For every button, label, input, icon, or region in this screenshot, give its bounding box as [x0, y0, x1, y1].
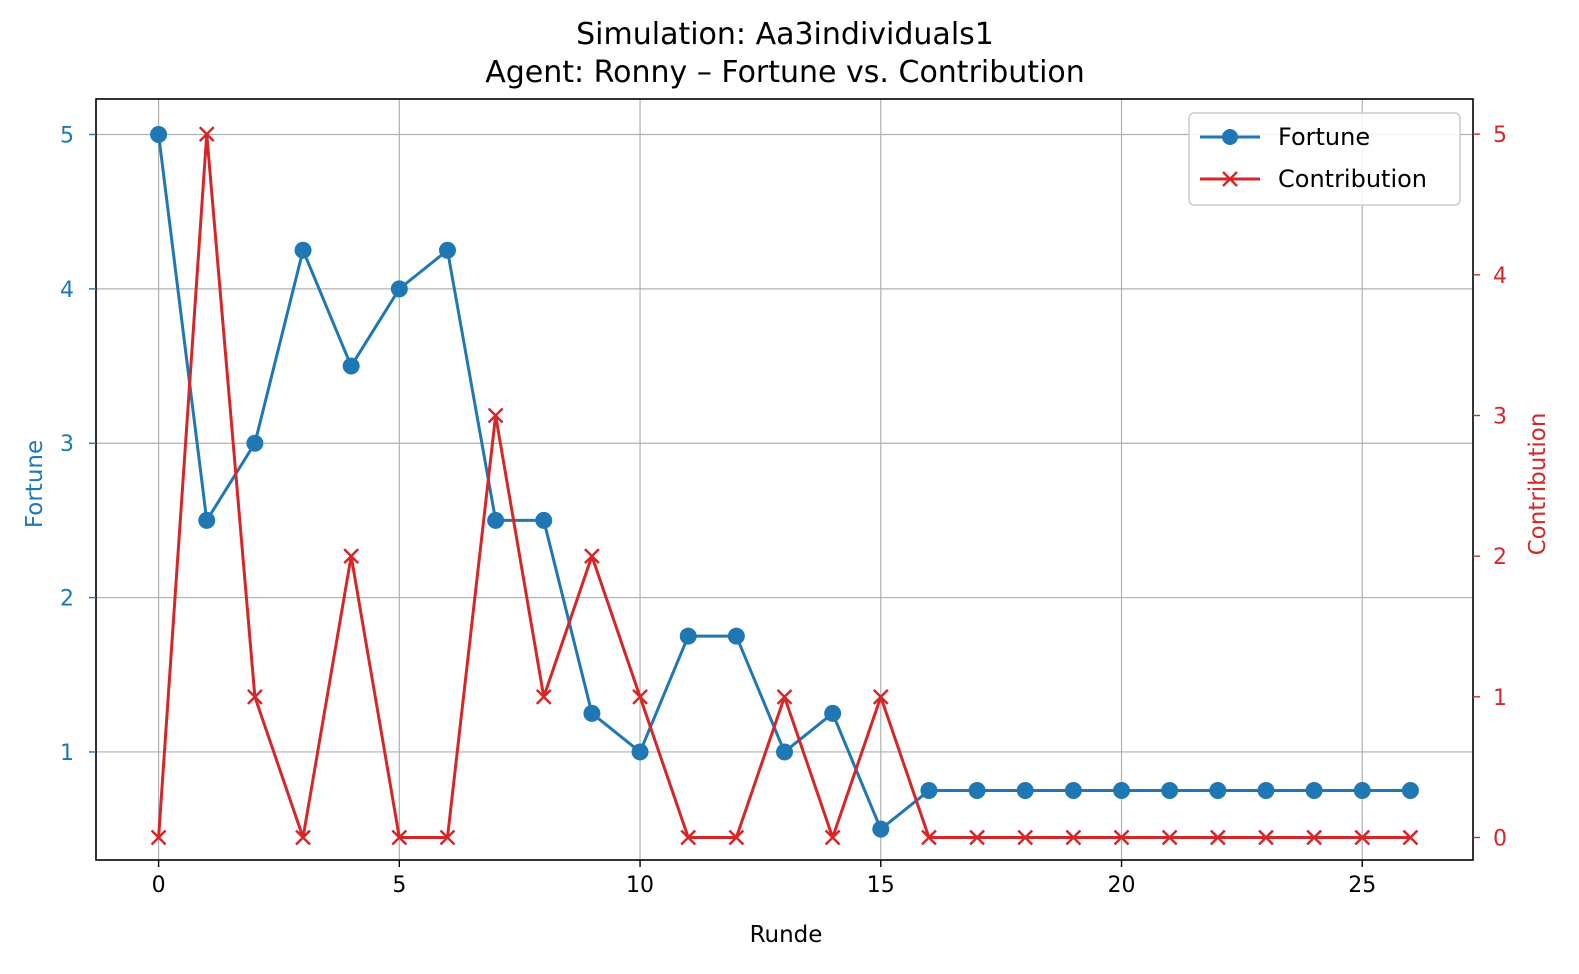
contribution-point-6	[439, 829, 456, 846]
contribution-point-23	[1258, 829, 1274, 846]
contribution-point-2	[247, 688, 263, 705]
y-left-tick-label-3: 3	[60, 432, 74, 457]
fortune-point-7	[487, 511, 505, 529]
contribution-point-20	[1113, 829, 1130, 846]
fortune-point-11	[679, 627, 697, 645]
fortune-point-14	[824, 704, 842, 722]
contribution-point-26	[1402, 829, 1419, 846]
x-tick-label-20: 20	[1108, 873, 1136, 898]
fortune-point-26	[1401, 782, 1419, 800]
fortune-line	[157, 134, 1411, 831]
fortune-point-15	[872, 820, 890, 838]
fortune-point-13	[776, 743, 793, 761]
contribution-point-14	[824, 829, 841, 846]
y-axis-right-label: Contribution	[1525, 413, 1551, 556]
fortune-point-8	[535, 511, 553, 529]
contribution-point-12	[728, 829, 745, 846]
contribution-point-21	[1161, 829, 1178, 846]
y-axis-left-label: Fortune	[22, 440, 48, 528]
contribution-point-18	[1017, 829, 1034, 846]
grid	[96, 99, 1473, 860]
fortune-point-23	[1257, 782, 1275, 800]
fortune-point-16	[920, 782, 938, 800]
y-right-tick-label-2: 2	[1493, 545, 1507, 570]
fortune-point-21	[1161, 782, 1179, 800]
fortune-point-2	[246, 434, 264, 452]
y-left-tick-label-1: 1	[60, 741, 74, 766]
y-right-tick-label-3: 3	[1493, 404, 1507, 429]
contribution-line	[157, 132, 1411, 839]
contribution-point-24	[1306, 829, 1323, 846]
series-layer	[150, 126, 1419, 846]
x-tick-label-10: 10	[626, 873, 654, 898]
x-tick-label-15: 15	[867, 873, 895, 898]
chart-title: Simulation: Aa3individuals1	[576, 17, 994, 52]
contribution-point-22	[1209, 829, 1226, 846]
chart-subtitle: Agent: Ronny – Fortune vs. Contribution	[485, 55, 1085, 90]
legend: Fortune Contribution	[1188, 112, 1461, 206]
contribution-point-5	[391, 829, 408, 846]
contribution-point-7	[487, 407, 504, 424]
contribution-point-19	[1065, 829, 1082, 846]
y-left-tick-label-2: 2	[60, 587, 74, 612]
fortune-point-19	[1064, 782, 1082, 800]
y-left-tick-label-5: 5	[60, 124, 74, 149]
contribution-point-25	[1354, 829, 1371, 846]
legend-contribution-marker	[1222, 171, 1238, 187]
y-right-tick-label-4: 4	[1493, 264, 1507, 289]
fortune-point-0	[150, 126, 168, 144]
y-left-tick-label-4: 4	[60, 278, 74, 303]
x-tick-label-0: 0	[152, 873, 166, 898]
legend-fortune-marker	[1222, 129, 1238, 145]
fortune-point-25	[1353, 782, 1371, 800]
x-tick-label-25: 25	[1348, 873, 1376, 898]
contribution-point-4	[343, 548, 360, 565]
contribution-point-9	[584, 548, 600, 565]
y-right-tick-label-0: 0	[1493, 826, 1507, 851]
fortune-point-3	[294, 241, 312, 259]
contribution-point-10	[632, 688, 648, 705]
contribution-point-0	[150, 829, 167, 846]
fortune-point-10	[631, 743, 649, 761]
fortune-point-22	[1209, 782, 1227, 800]
axes	[95, 98, 1474, 861]
y-right-tick-label-1: 1	[1493, 686, 1507, 711]
fortune-point-17	[968, 782, 986, 800]
contribution-point-16	[921, 829, 937, 846]
plot-frame	[95, 98, 1474, 861]
contribution-point-11	[680, 829, 697, 846]
fortune-point-12	[727, 627, 745, 645]
fortune-point-5	[390, 280, 408, 298]
legend-contribution-label: Contribution	[1278, 165, 1427, 193]
fortune-point-18	[1016, 782, 1034, 800]
contribution-point-13	[776, 688, 793, 705]
x-axis-label: Runde	[750, 922, 823, 948]
legend-fortune-label: Fortune	[1278, 123, 1370, 151]
x-tick-label-5: 5	[392, 873, 406, 898]
contribution-point-17	[969, 829, 985, 846]
fortune-point-9	[583, 704, 601, 722]
fortune-point-4	[342, 357, 360, 375]
ticks: 0 5 10 15 20 25 1 2 3 4 5 0 1 2 3 4 5	[60, 123, 1507, 898]
fortune-point-1	[198, 511, 216, 529]
fortune-point-24	[1305, 782, 1323, 800]
fortune-point-6	[438, 241, 456, 259]
contribution-point-3	[295, 829, 311, 846]
contribution-point-15	[872, 688, 889, 705]
fortune-point-20	[1113, 782, 1131, 800]
y-right-tick-label-5: 5	[1493, 123, 1507, 148]
contribution-point-1	[198, 126, 215, 143]
contribution-point-8	[535, 688, 552, 705]
